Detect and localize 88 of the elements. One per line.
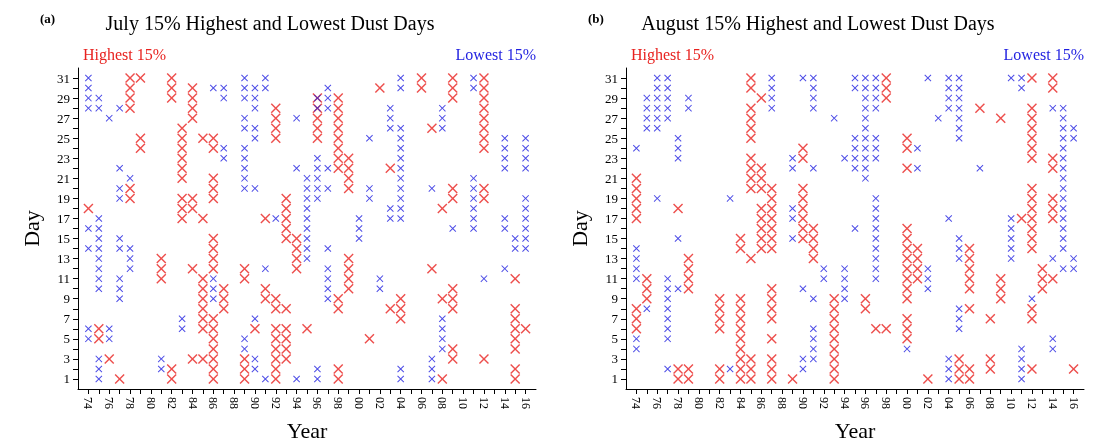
y-tick-label: 9 [63,291,70,307]
x-tick-label: 12 [476,397,491,409]
y-tick-label: 17 [57,210,71,226]
x-tick-label: 78 [123,397,138,409]
x-tick-label: 06 [414,397,429,409]
x-tick-label: 88 [227,397,242,409]
x-tick-label: 14 [1045,397,1060,409]
x-tick-label: 08 [983,397,998,409]
x-tick-label: 98 [331,397,346,409]
x-axis-title: Year [286,417,328,443]
y-tick-label: 5 [611,331,618,347]
series-label: Highest 15% [83,45,167,64]
y-tick-label: 13 [57,251,70,267]
y-tick-label: 1 [63,371,70,387]
y-tick-label: 5 [63,331,70,347]
x-tick-label: 00 [352,397,367,409]
x-tick-label: 86 [206,397,221,409]
y-tick-label: 17 [605,210,619,226]
x-tick-label: 74 [629,397,644,409]
x-tick-label: 82 [712,397,727,409]
y-tick-label: 29 [57,90,70,106]
x-tick-label: 10 [1004,397,1019,409]
x-tick-label: 98 [879,397,894,409]
y-tick-label: 27 [605,110,619,126]
y-tick-label: 23 [605,150,618,166]
x-tick-label: 94 [289,397,304,409]
y-tick-label: 23 [57,150,70,166]
x-tick-label: 02 [920,397,935,409]
x-tick-label: 96 [858,397,873,409]
x-tick-label: 08 [435,397,450,409]
y-tick-label: 13 [605,251,618,267]
x-tick-label: 90 [247,397,262,409]
text: Highest 15% [631,45,715,64]
y-tick-label: 11 [605,271,618,287]
y-tick-label: 3 [611,351,618,367]
series-label: Lowest 15% [455,45,537,63]
y-tick-label: 11 [57,271,70,287]
x-tick-label: 06 [962,397,977,409]
x-tick-label: 16 [1066,397,1081,409]
x-tick-label: 80 [143,397,158,409]
y-tick-label: 3 [63,351,70,367]
y-tick-label: 21 [605,170,618,186]
x-tick-label: 10 [456,397,471,409]
series-label: Lowest 15% [1003,45,1085,63]
x-tick-label: 16 [518,397,533,409]
chart-title: July 15% Highest and Lowest Dust Days [105,12,435,35]
x-tick-label: 82 [164,397,179,409]
y-tick-label: 9 [611,291,618,307]
x-tick-label: 92 [268,397,283,409]
x-tick-label: 84 [733,397,748,409]
x-tick-label: 00 [900,397,915,409]
x-axis-title: Year [834,417,876,443]
x-tick-label: 88 [775,397,790,409]
y-tick-label: 31 [57,70,70,86]
y-tick-label: 25 [605,130,618,146]
x-tick-label: 12 [1024,397,1039,409]
x-tick-label: 76 [102,397,117,409]
x-tick-label: 94 [837,397,852,409]
y-tick-label: 15 [57,231,70,247]
y-tick-label: 29 [605,90,618,106]
y-tick-label: 19 [57,190,70,206]
text: (a) [40,11,56,26]
y-tick-label: 25 [57,130,70,146]
y-axis-title: Day [566,210,592,247]
y-tick-label: 21 [57,170,70,186]
y-tick-label: 19 [605,190,618,206]
x-tick-label: 76 [650,397,665,409]
x-tick-label: 92 [816,397,831,409]
x-tick-label: 78 [671,397,686,409]
x-tick-label: 80 [691,397,706,409]
x-tick-label: 74 [81,397,96,409]
x-tick-label: 02 [372,397,387,409]
x-tick-label: 04 [393,397,408,409]
y-axis-title: Day [18,210,44,247]
x-tick-label: 90 [795,397,810,409]
x-tick-label: 04 [941,397,956,409]
x-tick-label: 96 [310,397,325,409]
text: (b) [588,11,604,26]
y-tick-label: 15 [605,231,618,247]
x-tick-label: 86 [754,397,769,409]
y-tick-label: 31 [605,70,618,86]
chart-title: August 15% Highest and Lowest Dust Days [641,12,995,35]
x-tick-label: 14 [497,397,512,409]
y-tick-label: 7 [611,311,619,327]
y-tick-label: 27 [57,110,71,126]
x-tick-label: 84 [185,397,200,409]
y-tick-label: 1 [611,371,618,387]
y-tick-label: 7 [63,311,71,327]
